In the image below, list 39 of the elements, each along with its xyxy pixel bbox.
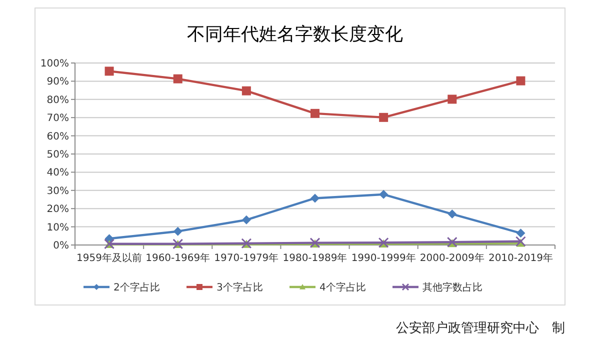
y-tick-label: 20% <box>46 204 69 216</box>
point <box>310 108 320 118</box>
point <box>242 86 251 96</box>
point <box>448 210 457 219</box>
point <box>173 226 182 236</box>
x-tick-label: 1990-1999年 <box>351 252 416 264</box>
point <box>379 190 388 199</box>
x-tick-label: 1959年及以前 <box>76 252 142 264</box>
point <box>516 228 526 238</box>
point <box>104 66 114 76</box>
point <box>446 236 458 248</box>
y-tick-label: 40% <box>46 168 69 179</box>
legend-label: 2个字占比 <box>114 282 160 294</box>
y-tick-label: 90% <box>46 76 69 88</box>
point <box>516 76 526 86</box>
y-tick-label: 0% <box>53 240 69 252</box>
point <box>379 112 388 122</box>
y-tick-label: 30% <box>46 186 69 197</box>
x-tick-label: 1980-1989年 <box>282 252 348 264</box>
point <box>242 215 251 224</box>
y-tick-label: 50% <box>46 150 69 160</box>
chart-title: 不同年代姓名字数长度变化 <box>187 24 403 45</box>
y-tick-label: 80% <box>46 94 69 106</box>
point <box>515 236 526 247</box>
legend-label: 4个字占比 <box>320 282 366 294</box>
x-tick-label: 1970-1979年 <box>214 252 279 264</box>
y-tick-label: 100% <box>40 58 69 70</box>
point <box>310 194 320 203</box>
x-tick-label: 2000-2009年 <box>420 252 484 264</box>
point <box>173 74 182 84</box>
y-tick-label: 10% <box>46 222 69 234</box>
legend-label: 3个字占比 <box>216 282 263 294</box>
x-tick-label: 2010-2019年 <box>488 252 553 264</box>
point <box>448 94 457 104</box>
legend-label: 其他字数占比 <box>422 282 482 294</box>
y-tick-label: 60% <box>46 131 69 142</box>
text: 公安部户政管理研究中心 制 <box>396 320 565 336</box>
y-tick-label: 70% <box>46 113 69 124</box>
x-tick-label: 1960-1969年 <box>146 252 210 264</box>
